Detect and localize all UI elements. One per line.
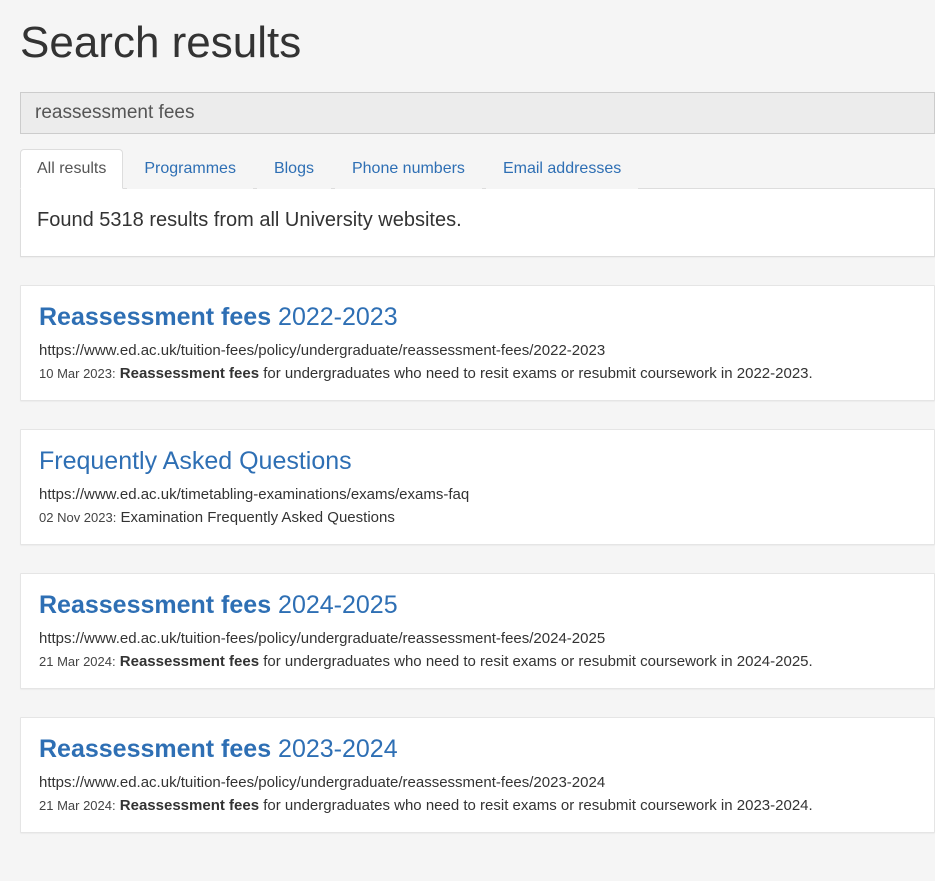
result-date: 02 Nov 2023:: [39, 510, 116, 525]
result-item: Reassessment fees 2022-2023 https://www.…: [20, 285, 935, 401]
tab-email-addresses[interactable]: Email addresses: [486, 149, 638, 189]
result-snippet-bold: Reassessment fees: [120, 797, 259, 814]
result-date: 21 Mar 2024:: [39, 654, 116, 669]
result-title-link[interactable]: Reassessment fees 2022-2023: [39, 302, 916, 332]
result-url: https://www.ed.ac.uk/tuition-fees/policy…: [39, 342, 916, 359]
result-snippet-rest: for undergraduates who need to resit exa…: [259, 653, 813, 670]
result-url: https://www.ed.ac.uk/tuition-fees/policy…: [39, 630, 916, 647]
results-list: Reassessment fees 2022-2023 https://www.…: [20, 285, 935, 833]
result-snippet: 10 Mar 2023: Reassessment fees for under…: [39, 365, 916, 382]
result-snippet-bold: Reassessment fees: [120, 365, 259, 382]
tab-phone-numbers[interactable]: Phone numbers: [335, 149, 482, 189]
result-title-rest: 2022-2023: [271, 303, 398, 331]
tab-programmes[interactable]: Programmes: [127, 149, 253, 189]
result-url: https://www.ed.ac.uk/tuition-fees/policy…: [39, 774, 916, 791]
page-title: Search results: [20, 0, 935, 92]
result-title-bold: Reassessment fees: [39, 735, 271, 763]
result-snippet: 02 Nov 2023: Examination Frequently Aske…: [39, 509, 916, 526]
tab-all-results[interactable]: All results: [20, 149, 123, 189]
result-url: https://www.ed.ac.uk/timetabling-examina…: [39, 486, 916, 503]
result-title-plain: Frequently Asked Questions: [39, 447, 352, 475]
result-title-link[interactable]: Reassessment fees 2023-2024: [39, 734, 916, 764]
results-summary: Found 5318 results from all University w…: [20, 189, 935, 257]
result-snippet: 21 Mar 2024: Reassessment fees for under…: [39, 797, 916, 814]
result-title-rest: 2024-2025: [271, 591, 398, 619]
result-snippet: 21 Mar 2024: Reassessment fees for under…: [39, 653, 916, 670]
result-date: 10 Mar 2023:: [39, 366, 116, 381]
result-item: Reassessment fees 2023-2024 https://www.…: [20, 717, 935, 833]
result-title-bold: Reassessment fees: [39, 303, 271, 331]
result-title-link[interactable]: Reassessment fees 2024-2025: [39, 590, 916, 620]
result-item: Frequently Asked Questions https://www.e…: [20, 429, 935, 545]
result-item: Reassessment fees 2024-2025 https://www.…: [20, 573, 935, 689]
result-title-link[interactable]: Frequently Asked Questions: [39, 446, 916, 476]
result-title-bold: Reassessment fees: [39, 591, 271, 619]
tab-blogs[interactable]: Blogs: [257, 149, 331, 189]
search-input[interactable]: [20, 92, 935, 134]
result-snippet-rest: for undergraduates who need to resit exa…: [259, 797, 813, 814]
result-date: 21 Mar 2024:: [39, 798, 116, 813]
result-title-rest: 2023-2024: [271, 735, 398, 763]
result-snippet-rest: for undergraduates who need to resit exa…: [259, 365, 813, 382]
result-snippet-plain: Examination Frequently Asked Questions: [121, 509, 395, 526]
result-snippet-bold: Reassessment fees: [120, 653, 259, 670]
tabs: All results Programmes Blogs Phone numbe…: [20, 148, 935, 189]
